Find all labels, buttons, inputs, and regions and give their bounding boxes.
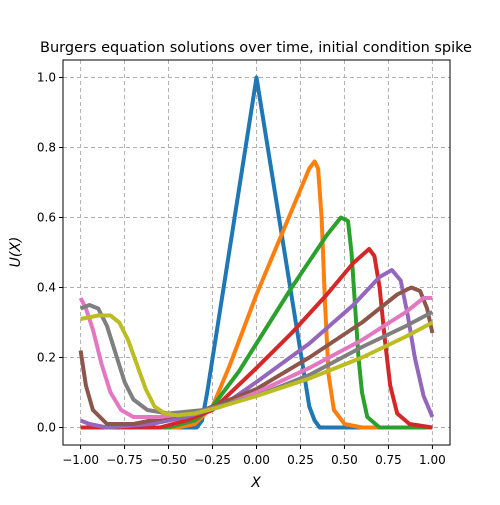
x-tick-label: −1.00 [62, 453, 99, 467]
x-tick-label: 0.00 [243, 453, 270, 467]
y-tick-label: 0.6 [37, 211, 56, 225]
y-tick-label: 0.0 [37, 421, 56, 435]
x-tick-label: −0.25 [194, 453, 231, 467]
y-tick-label: 0.2 [37, 351, 56, 365]
x-tick-label: −0.50 [150, 453, 187, 467]
x-tick-label: 1.00 [419, 453, 446, 467]
series-line-4 [80, 247, 433, 430]
x-tick-label: −0.75 [106, 453, 143, 467]
chart-title: Burgers equation solutions over time, in… [40, 40, 472, 56]
y-tick-label: 0.4 [37, 281, 56, 295]
y-axis-label: U(X) [8, 237, 24, 268]
y-axis-ticks: 0.0 0.2 0.4 0.6 0.8 1.0 [37, 71, 63, 435]
series-line-1 [80, 75, 433, 430]
y-tick-label: 1.0 [37, 71, 56, 85]
x-tick-label: 0.75 [375, 453, 402, 467]
y-tick-label: 0.8 [37, 141, 56, 155]
x-axis-label: X [250, 475, 261, 491]
x-tick-label: 0.25 [287, 453, 314, 467]
x-axis-ticks: −1.00 −0.75 −0.50 −0.25 0.00 0.25 0.50 0.75 1.00 [62, 445, 446, 467]
series-layer [78, 75, 435, 430]
series-line-6 [78, 285, 435, 426]
series-line-9 [80, 313, 434, 418]
x-tick-label: 0.50 [331, 453, 358, 467]
